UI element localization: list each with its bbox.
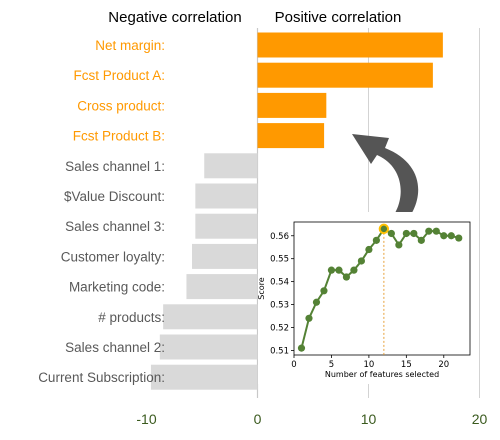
inset-y-axis-label: Score [257, 277, 266, 299]
inset-x-tick-label-2: 10 [363, 360, 374, 370]
category-label-1: Fcst Product A: [73, 68, 165, 83]
bar-6 [195, 213, 258, 239]
bar-8 [186, 274, 258, 300]
bar-0 [257, 32, 443, 58]
category-label-8: Marketing code: [69, 280, 165, 295]
inset-point-2 [312, 298, 321, 306]
category-label-7: Customer loyalty: [61, 249, 165, 264]
bar-5 [195, 183, 258, 209]
inset-x-tick-label-3: 15 [401, 360, 412, 370]
inset-y-tick-label-1: 0.52 [270, 323, 289, 333]
inset-point-8 [357, 257, 366, 265]
inset-point-0 [297, 344, 306, 352]
inset-point-1 [305, 314, 313, 322]
bar-7 [192, 243, 258, 269]
inset-point-18 [432, 227, 440, 235]
inset-axes-frame [293, 221, 471, 356]
inset-x-tick-label-4: 20 [438, 360, 449, 370]
category-label-5: $Value Discount: [64, 189, 165, 204]
x-tick-label-0: -10 [136, 411, 156, 427]
category-label-4: Sales channel 1: [65, 159, 165, 174]
inset-point-5 [335, 266, 343, 274]
inset-point-20 [447, 232, 455, 240]
category-label-0: Net margin: [95, 38, 165, 53]
category-labels: Net margin: Fcst Product A: Cross product:… [38, 38, 165, 385]
inset-point-12 [387, 229, 395, 238]
bar-10 [159, 334, 258, 360]
bar-3 [257, 123, 325, 149]
inset-highlight-point [378, 223, 390, 235]
category-label-10: Sales channel 2: [65, 340, 165, 355]
inset-point-3 [320, 287, 328, 295]
inset-point-9 [365, 245, 373, 254]
inset-point-14 [402, 229, 410, 238]
inset-y-tick-label-0: 0.51 [270, 346, 289, 356]
category-label-3: Fcst Product B: [73, 129, 165, 144]
main-bars [150, 32, 443, 390]
inset-point-4 [327, 266, 336, 274]
bar-1 [257, 62, 433, 88]
x-tick-label-1: 0 [254, 411, 262, 427]
inset-y-tick-label-5: 0.56 [270, 232, 289, 242]
arrow-icon [352, 134, 419, 228]
inset-y-tick-label-4: 0.55 [270, 255, 289, 265]
inset-point-21 [455, 234, 463, 242]
inset-point-15 [410, 229, 418, 238]
category-label-2: Cross product: [77, 98, 165, 113]
x-tick-label-3: 20 [472, 411, 488, 427]
positive-correlation-header: Positive correlation [275, 9, 402, 26]
inset-point-6 [342, 273, 351, 281]
inset-point-17 [425, 227, 433, 235]
category-label-11: Current Subscription: [38, 370, 165, 385]
category-label-6: Sales channel 3: [65, 219, 165, 234]
inset-x-tick-label-1: 5 [329, 360, 334, 370]
inset-x-tick-label-0: 0 [291, 360, 296, 370]
x-tick-label-2: 10 [361, 411, 377, 427]
inset-point-7 [350, 266, 358, 274]
inset-score-line [300, 227, 460, 349]
inset-y-tick-label-3: 0.54 [270, 278, 289, 288]
bar-2 [257, 92, 327, 118]
inset-x-axis-label: Number of features selected [325, 370, 439, 379]
curved-arrow [352, 134, 419, 228]
bar-9 [163, 304, 258, 330]
category-label-9: # products: [98, 310, 165, 325]
bar-11 [150, 364, 258, 390]
inset-point-13 [395, 241, 403, 249]
inset-point-19 [440, 232, 448, 240]
bar-4 [204, 153, 258, 179]
inset-point-10 [372, 236, 380, 244]
x-axis-ticks: -10 0 10 20 [136, 411, 487, 427]
inset-y-tick-label-2: 0.53 [270, 301, 289, 311]
negative-correlation-header: Negative correlation [108, 9, 241, 26]
inset-point-16 [417, 236, 425, 244]
